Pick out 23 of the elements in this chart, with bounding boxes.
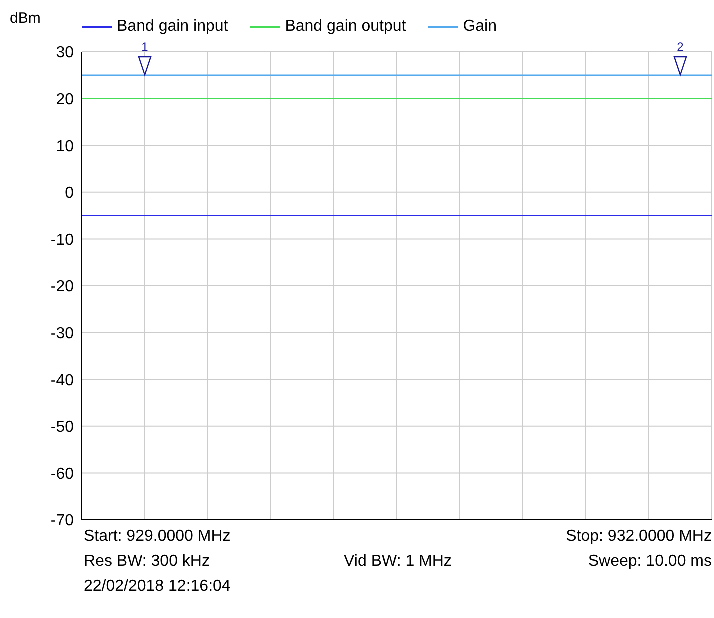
- text: 22/02/2018 12:16:04: [84, 578, 232, 596]
- y-tick-label: 10: [56, 138, 74, 156]
- legend-label: Band gain output: [285, 18, 406, 36]
- y-tick-label: 20: [56, 91, 74, 108]
- text: Vid BW: 1 MHz: [343, 553, 453, 571]
- legend-label: Band gain input: [117, 18, 228, 36]
- y-tick-label: -40: [50, 372, 74, 390]
- y-tick-label: 30: [56, 44, 74, 62]
- y-tick-label: -70: [50, 512, 74, 530]
- y-tick-label: -30: [50, 325, 74, 342]
- y-tick-label: -10: [50, 232, 74, 249]
- y-axis-title: dBm: [10, 10, 41, 27]
- annotation: 2: [676, 40, 685, 54]
- y-tick-label: -60: [50, 466, 74, 483]
- y-tick-label: -20: [50, 278, 74, 296]
- text: Stop: 932.0000 MHz: [565, 528, 712, 546]
- y-tick-label: -50: [50, 419, 74, 436]
- annotation: 1: [140, 40, 150, 54]
- legend-label: Gain: [463, 18, 497, 36]
- text: Start: 929.0000 MHz: [84, 528, 232, 546]
- text: Res BW: 300 kHz: [84, 553, 211, 571]
- text: Sweep: 10.00 ms: [587, 553, 712, 571]
- y-tick-label: 0: [65, 185, 74, 202]
